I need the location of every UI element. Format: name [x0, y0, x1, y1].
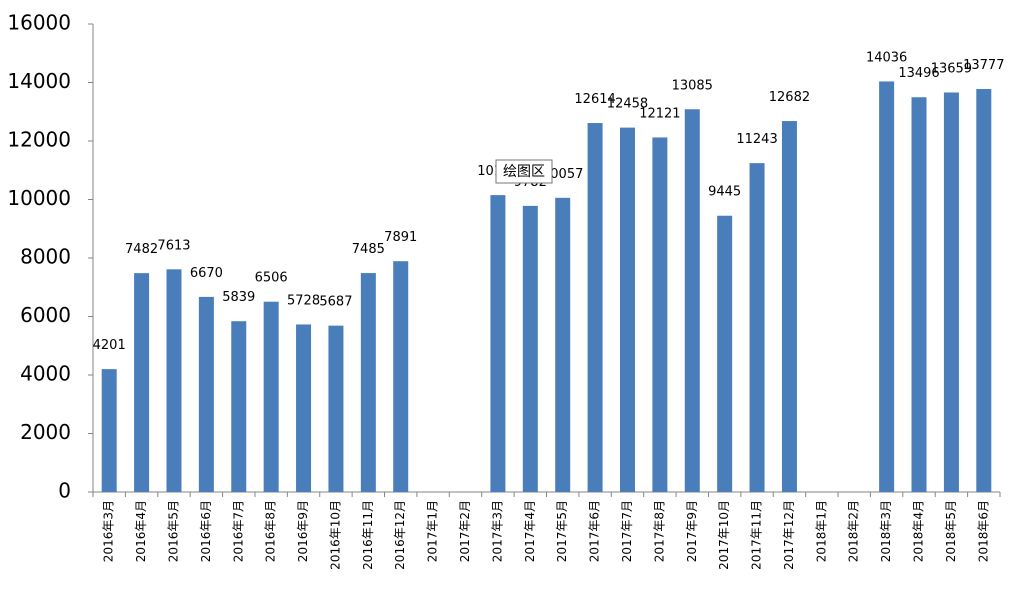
- value-label: 7482: [125, 242, 158, 257]
- bar: [684, 109, 700, 493]
- bar: [555, 197, 571, 492]
- bar: [393, 261, 409, 492]
- x-tick-label: 2016年10月: [328, 500, 342, 570]
- value-label: 5839: [222, 290, 255, 305]
- x-tick-label: 2016年11月: [361, 500, 375, 570]
- value-label: 13496: [898, 66, 939, 81]
- x-tick-label: 2016年4月: [134, 500, 148, 562]
- x-tick-label: 2018年3月: [879, 500, 893, 562]
- value-label: 9445: [708, 185, 741, 200]
- tooltip-text: 绘图区: [503, 164, 545, 180]
- value-label: 12614: [574, 92, 615, 107]
- bar: [263, 301, 279, 492]
- tooltip-box: [495, 159, 553, 184]
- bar: [879, 81, 895, 493]
- x-tick-label: 2016年3月: [102, 500, 116, 562]
- x-tick-label: 2018年2月: [847, 500, 861, 562]
- bar: [231, 321, 247, 492]
- y-tick-label: 14000: [7, 69, 71, 93]
- value-label: 6506: [255, 271, 288, 286]
- value-label: 13777: [963, 58, 1004, 73]
- x-tick-label: 2017年5月: [555, 500, 569, 562]
- x-tick-label: 2017年7月: [620, 500, 634, 562]
- x-tick-label: 2018年1月: [814, 500, 828, 562]
- x-tick-label: 2016年8月: [264, 500, 278, 562]
- y-tick-label: 16000: [7, 11, 71, 35]
- bar: [360, 273, 376, 492]
- x-tick-label: 2018年4月: [912, 500, 926, 562]
- value-label: 4201: [93, 338, 126, 353]
- x-tick-label: 2018年6月: [976, 500, 990, 562]
- bar: [781, 121, 797, 492]
- x-tick-label: 2017年9月: [685, 500, 699, 562]
- value-label: 14036: [866, 50, 907, 65]
- bar: [976, 89, 992, 492]
- x-tick-label: 2017年12月: [782, 500, 796, 570]
- y-tick-label: 2000: [20, 420, 71, 444]
- bar: [134, 273, 150, 492]
- x-tick-label: 2017年11月: [750, 500, 764, 570]
- bar: [619, 127, 635, 492]
- value-label: 13659: [931, 61, 972, 76]
- y-tick-label: 6000: [20, 303, 71, 327]
- y-tick-label: 10000: [7, 186, 71, 210]
- bar: [749, 163, 765, 492]
- value-label: 7485: [352, 242, 385, 257]
- value-label: 5728: [287, 293, 320, 308]
- x-tick-label: 2016年9月: [296, 500, 310, 562]
- bar: [328, 325, 344, 492]
- value-label: 7613: [157, 238, 190, 253]
- bar: [166, 269, 182, 492]
- tooltip: 绘图区: [495, 159, 553, 184]
- y-tick-label: 4000: [20, 362, 71, 386]
- value-label: 5687: [319, 295, 352, 310]
- x-tick-label: 2017年10月: [717, 500, 731, 570]
- bar: [911, 97, 927, 492]
- y-tick-label: 8000: [20, 245, 71, 269]
- x-tick-label: 2018年5月: [944, 500, 958, 562]
- x-tick-label: 2017年8月: [652, 500, 666, 562]
- x-tick-label: 2017年1月: [426, 500, 440, 562]
- value-label: 11243: [736, 132, 777, 147]
- value-label: 12682: [769, 90, 810, 105]
- x-tick-label: 2017年3月: [490, 500, 504, 562]
- bar: [943, 92, 959, 493]
- x-tick-label: 2016年7月: [231, 500, 245, 562]
- bar: [296, 324, 312, 492]
- y-tick-label: 0: [58, 479, 71, 503]
- value-label: 12458: [607, 97, 648, 112]
- bar: [522, 205, 538, 492]
- x-tick-label: 2017年4月: [523, 500, 537, 562]
- value-label: 7891: [384, 230, 417, 245]
- x-tick-label: 2016年5月: [166, 500, 180, 562]
- bar: [490, 195, 506, 493]
- bar: [652, 137, 668, 492]
- bar: [101, 369, 117, 492]
- x-tick-label: 2017年6月: [588, 500, 602, 562]
- value-label: 13085: [672, 78, 713, 93]
- y-tick-label: 12000: [7, 128, 71, 152]
- x-tick-label: 2016年6月: [199, 500, 213, 562]
- bar: [717, 215, 733, 492]
- bar: [198, 296, 214, 492]
- x-tick-label: 2017年2月: [458, 500, 472, 562]
- value-label: 6670: [190, 266, 223, 281]
- value-label: 12121: [639, 106, 680, 121]
- x-tick-label: 2016年12月: [393, 500, 407, 570]
- bar: [587, 123, 603, 492]
